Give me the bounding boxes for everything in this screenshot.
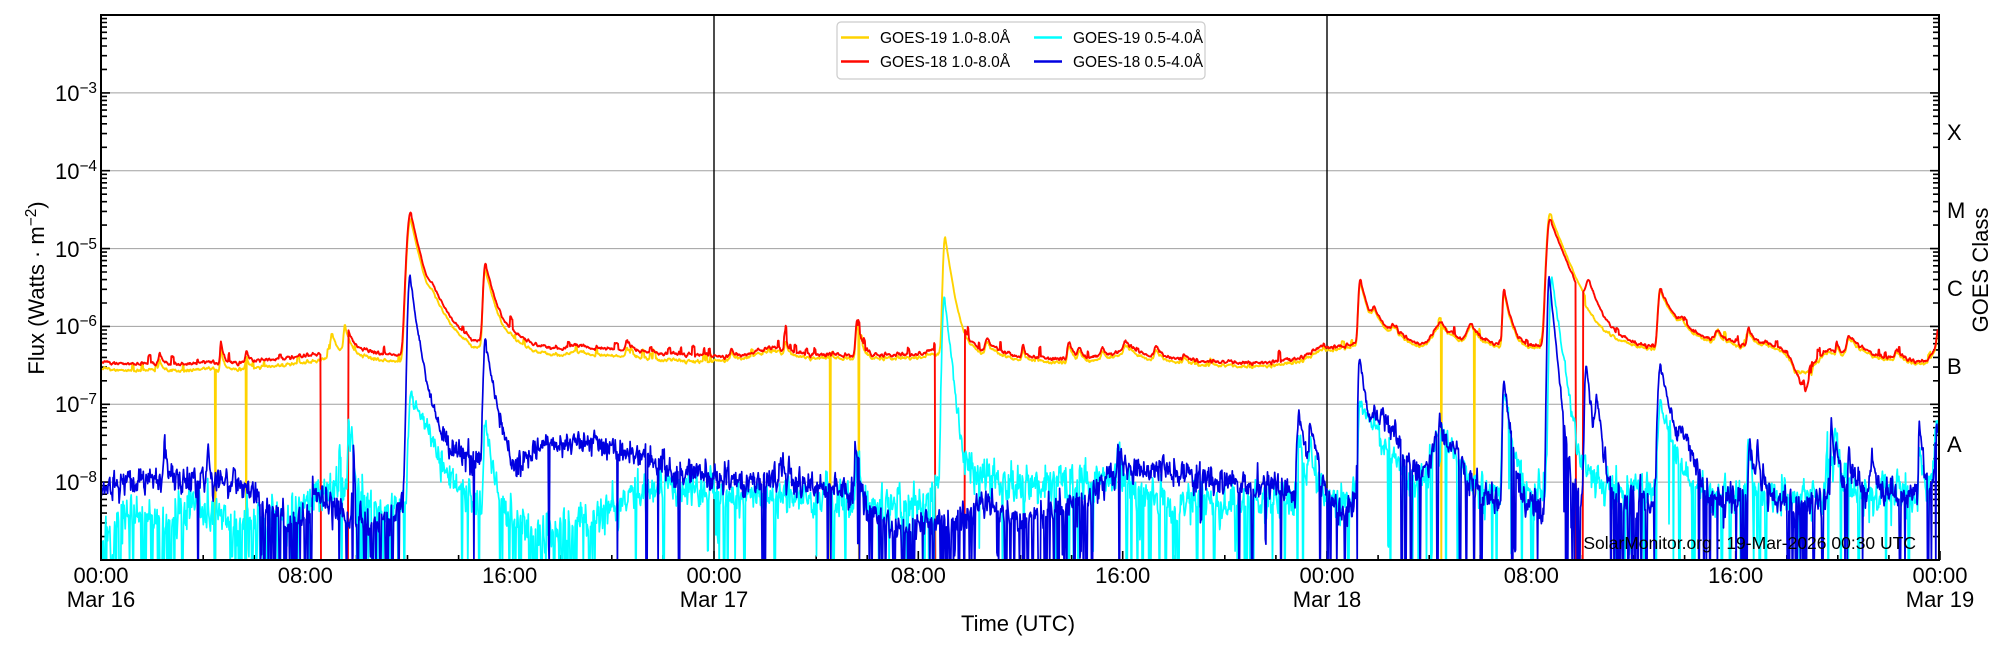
- svg-text:Mar 19: Mar 19: [1906, 587, 1974, 612]
- svg-text:GOES-19 0.5-4.0Å: GOES-19 0.5-4.0Å: [1073, 30, 1204, 47]
- svg-text:08:00: 08:00: [891, 563, 946, 588]
- svg-text:Mar 18: Mar 18: [1293, 587, 1361, 612]
- svg-text:Flux (Watts · m−2): Flux (Watts · m−2): [23, 201, 49, 374]
- svg-text:00:00: 00:00: [1912, 563, 1967, 588]
- svg-text:B: B: [1947, 354, 1962, 379]
- svg-text:10−6: 10−6: [55, 313, 97, 339]
- svg-text:Time (UTC): Time (UTC): [961, 611, 1075, 636]
- svg-text:A: A: [1947, 432, 1962, 457]
- svg-text:10−3: 10−3: [55, 80, 97, 106]
- svg-text:GOES-18 1.0-8.0Å: GOES-18 1.0-8.0Å: [880, 54, 1011, 71]
- svg-text:00:00: 00:00: [1299, 563, 1354, 588]
- svg-text:16:00: 16:00: [1095, 563, 1150, 588]
- svg-text:10−8: 10−8: [55, 469, 97, 495]
- svg-text:GOES-19 1.0-8.0Å: GOES-19 1.0-8.0Å: [880, 30, 1011, 47]
- svg-text:16:00: 16:00: [1708, 563, 1763, 588]
- svg-text:16:00: 16:00: [482, 563, 537, 588]
- svg-text:SolarMonitor.org : 19-Mar-2026: SolarMonitor.org : 19-Mar-2026 00:30 UTC: [1583, 533, 1916, 553]
- svg-text:08:00: 08:00: [278, 563, 333, 588]
- svg-text:C: C: [1947, 276, 1963, 301]
- svg-text:X: X: [1947, 120, 1962, 145]
- svg-text:08:00: 08:00: [1504, 563, 1559, 588]
- svg-text:GOES Class: GOES Class: [1968, 208, 1993, 333]
- svg-text:10−4: 10−4: [55, 158, 97, 184]
- svg-text:Mar 16: Mar 16: [67, 587, 135, 612]
- svg-text:10−5: 10−5: [55, 236, 97, 262]
- svg-text:Mar 17: Mar 17: [680, 587, 748, 612]
- svg-text:M: M: [1947, 198, 1965, 223]
- svg-text:00:00: 00:00: [73, 563, 128, 588]
- svg-text:00:00: 00:00: [686, 563, 741, 588]
- svg-text:10−7: 10−7: [55, 391, 97, 417]
- svg-text:GOES-18 0.5-4.0Å: GOES-18 0.5-4.0Å: [1073, 54, 1204, 71]
